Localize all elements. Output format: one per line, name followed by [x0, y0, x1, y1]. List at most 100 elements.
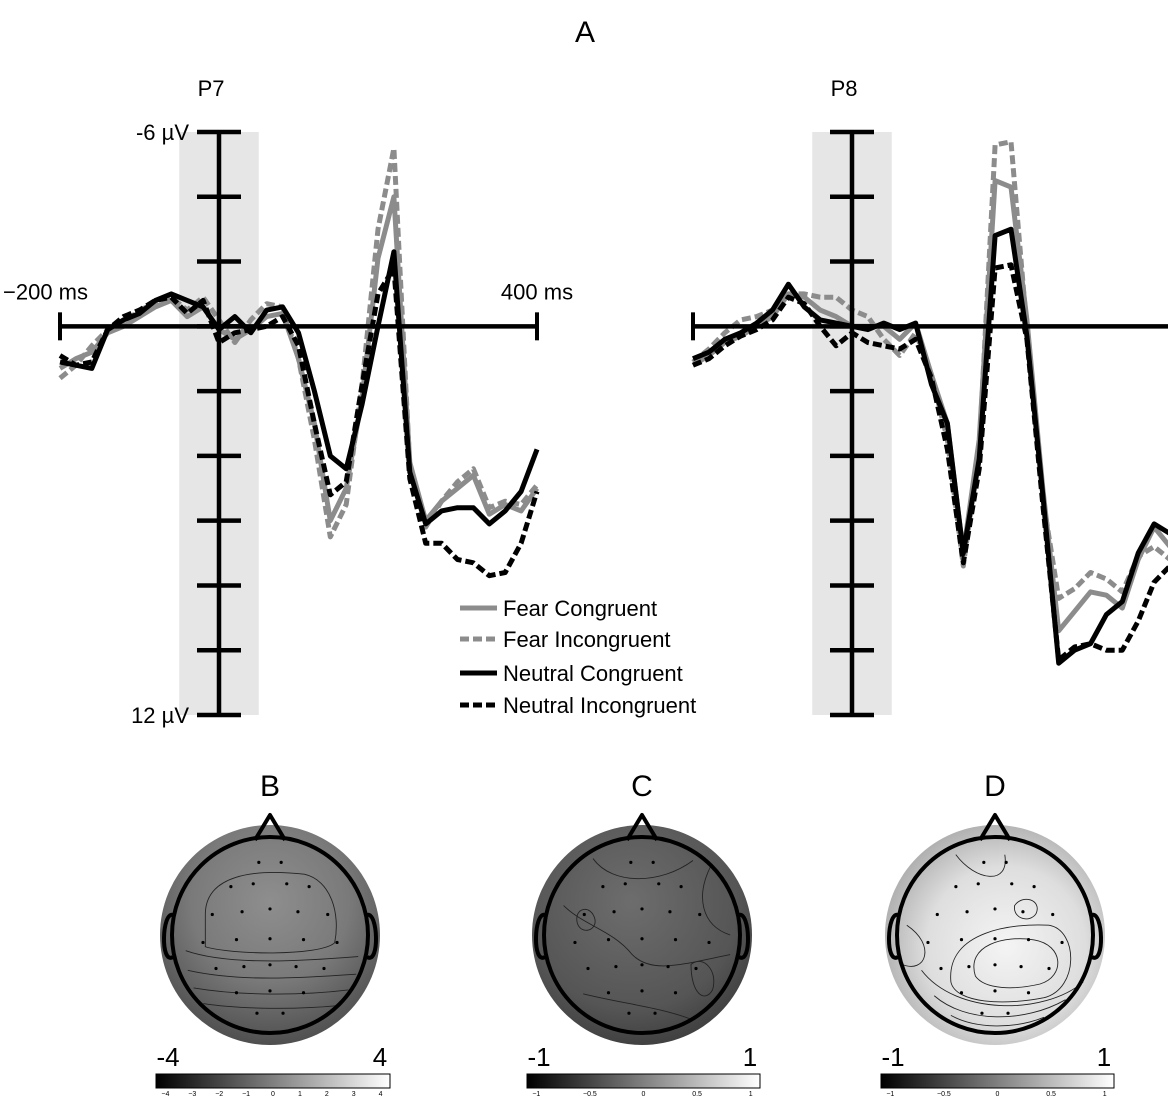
electrode-dot [307, 884, 311, 889]
colorbar-gradient [155, 1073, 391, 1089]
contour-line [690, 961, 715, 997]
electrode-dot [679, 884, 683, 889]
series-line-neutral-incongruent [58, 265, 540, 579]
topo-map-d [885, 813, 1105, 1045]
electrode-dot [1026, 938, 1031, 942]
electrode-dot [1060, 940, 1064, 945]
electrode-dot [279, 860, 283, 864]
colorbar-tick-label: 2 [325, 1091, 329, 1098]
legend-label-neutral-incongruent: Neutral Incongruent [503, 693, 696, 718]
electrode-dot [965, 910, 969, 914]
colorbar-tick-label: 4 [379, 1091, 383, 1098]
left-ear-outline [162, 913, 175, 960]
erp-plot-p8: P8 [691, 76, 1168, 718]
electrode-dot [251, 882, 255, 886]
colorbar-tick-label: 0 [642, 1091, 646, 1098]
electrode-dot [640, 937, 644, 941]
plot-title: P8 [831, 76, 858, 101]
electrode-dot [234, 938, 239, 942]
electrode-dot [640, 989, 644, 993]
electrode-dot [255, 1011, 259, 1015]
right-ear-outline [737, 913, 750, 960]
head-outline [895, 835, 1095, 1035]
contour-lines [185, 872, 359, 1009]
electrode-dot [1026, 991, 1031, 995]
contour-lines [563, 858, 731, 1020]
electrode-dot [257, 860, 261, 864]
series-line-neutral-congruent [692, 226, 1168, 666]
electrode-dot [606, 991, 611, 995]
electrode-dot [601, 884, 605, 889]
contour-line [193, 987, 349, 995]
contour-line [933, 995, 1066, 1018]
contour-line [1014, 898, 1038, 920]
electrode-dot [993, 963, 997, 967]
scalp-map [885, 825, 1105, 1045]
contour-line [563, 905, 731, 967]
electrode-dot [1004, 860, 1008, 864]
panel-label-c: C [631, 770, 653, 803]
topo-map-b [160, 813, 380, 1045]
series-line-fear-congruent [691, 178, 1168, 634]
series-line-neutral-congruent [59, 249, 540, 527]
contour-line [592, 858, 694, 880]
contour-line [203, 1003, 339, 1009]
electrode-dot [668, 910, 672, 914]
electrode-dot [1019, 965, 1023, 969]
legend-label-fear-incongruent: Fear Incongruent [503, 627, 671, 652]
contour-line [950, 1014, 1045, 1027]
electrode-dot [268, 907, 272, 911]
colorbar-gradient [880, 1073, 1115, 1089]
colorbar-c: -1 1 −1 −0.5 0 0.5 1 [526, 1042, 761, 1098]
colorbar-tick-label: 1 [298, 1091, 302, 1098]
electrode-dot [1047, 966, 1051, 971]
head-outline [542, 835, 742, 1035]
colorbar-gradient [526, 1073, 761, 1089]
electrode-dot [606, 938, 611, 942]
electrode-dot [698, 912, 702, 917]
colorbar-tick-label: −1 [532, 1091, 540, 1098]
panel-label-d: D [984, 770, 1006, 803]
electrode-dot [234, 991, 239, 995]
left-ear-outline [887, 913, 900, 960]
colorbar-tick-label: −2 [215, 1091, 223, 1098]
electrode-dot [653, 1011, 657, 1015]
colorbar-max-label: 1 [743, 1042, 757, 1072]
colorbar-tick-label: −3 [188, 1091, 196, 1098]
contour-lines [901, 854, 1084, 1027]
colorbar-tick-label: 0.5 [1046, 1091, 1056, 1098]
left-ear-outline [534, 913, 547, 960]
contour-line [185, 950, 359, 962]
scalp-map [160, 825, 380, 1045]
contour-line [950, 924, 1072, 1003]
electrode-dot [294, 965, 298, 969]
electrode-dot [673, 991, 678, 995]
electrode-dot [982, 860, 986, 864]
legend-item-fear-incongruent: Fear Incongruent [460, 627, 671, 652]
colorbar-min-label: -4 [156, 1042, 179, 1072]
colorbar-min-label: -1 [527, 1042, 550, 1072]
electrode-dot [242, 965, 246, 969]
colorbar-tick-label: 3 [352, 1091, 356, 1098]
electrode-dot [640, 963, 644, 967]
legend-item-neutral-congruent: Neutral Congruent [460, 661, 683, 686]
y-tick-label-top: -6 µV [136, 120, 189, 145]
electrode-dot [959, 991, 964, 995]
electrode-dot [666, 965, 670, 969]
colorbar-tick-label: −0.5 [937, 1091, 951, 1098]
electrode-dot [322, 966, 326, 971]
electrode-dot [939, 966, 943, 971]
electrode-dot [629, 860, 633, 864]
electrode-dot [935, 912, 939, 917]
legend-label-fear-congruent: Fear Congruent [503, 596, 657, 621]
electrode-dot [201, 940, 205, 945]
colorbar-tick-label: 0 [996, 1091, 1000, 1098]
colorbar-tick-label: −0.5 [583, 1091, 597, 1098]
right-ear-outline [1090, 913, 1103, 960]
legend-item-neutral-incongruent: Neutral Incongruent [460, 693, 696, 718]
electrode-dot [240, 910, 244, 914]
nose-outline [625, 813, 659, 842]
colorbar-tick-label: −4 [161, 1091, 169, 1098]
contour-line [583, 993, 692, 1020]
colorbar-max-label: 4 [373, 1042, 387, 1072]
